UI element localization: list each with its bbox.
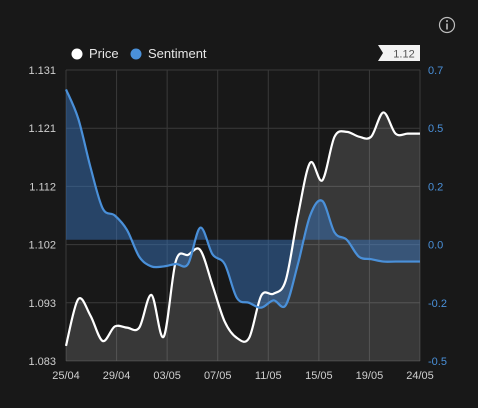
y-left-tick-label: 1.112 [29,181,56,193]
x-tick-label: 11/05 [255,370,282,382]
price-area [66,112,420,361]
x-tick-label: 03/05 [153,370,181,382]
y-right-tick-label: 0.5 [428,123,443,135]
x-tick-label: 29/04 [103,370,131,382]
y-left-tick-label: 1.083 [28,356,56,368]
axes: 1.131 1.121 1.112 1.102 1.093 1.083 0.7 0.5 0.2 0… [28,65,447,382]
grid [65,69,421,362]
y-right-tick-label: 0.7 [428,65,443,77]
legend-price-marker [71,48,83,60]
legend-price-label: Price [89,46,119,61]
current-value-flag: 1.12 [378,45,420,61]
y-right-tick-label: -0.5 [428,356,447,368]
legend-sentiment-marker [130,48,142,60]
y-left-tick-label: 1.093 [28,298,56,310]
info-icon[interactable] [438,16,456,34]
y-left-tick-label: 1.121 [28,123,56,135]
x-tick-label: 07/05 [204,370,232,382]
sentiment-line [64,88,420,309]
y-right-tick-label: 0.2 [428,181,443,193]
legend: Price Sentiment [71,46,207,61]
sentiment-area [66,89,420,308]
y-left-tick-label: 1.131 [28,65,56,77]
x-tick-label: 15/05 [305,370,333,382]
x-tick-label: 25/04 [52,370,80,382]
y-right-tick-label: 0.0 [428,240,443,252]
price-line [64,111,420,347]
y-left-tick-label: 1.102 [28,240,56,252]
legend-sentiment-label: Sentiment [148,46,207,61]
x-tick-label: 19/05 [356,370,384,382]
y-right-tick-label: -0.2 [428,298,447,310]
x-tick-label: 24/05 [406,370,434,382]
current-value-label: 1.12 [393,49,414,61]
